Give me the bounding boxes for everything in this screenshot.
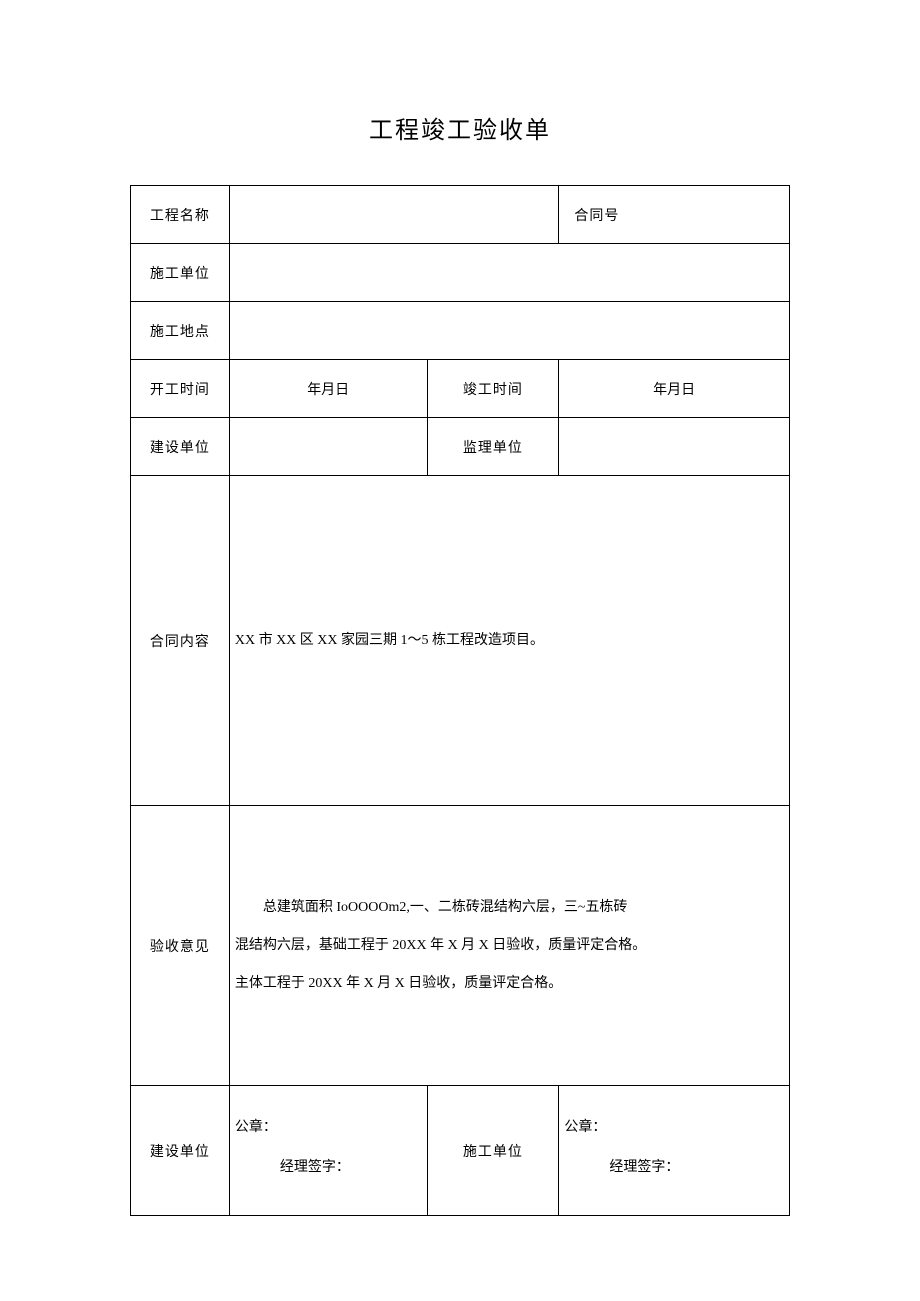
label-sig-construction-unit: 施工单位 <box>427 1086 559 1216</box>
value-acceptance-opinion: 总建筑面积 IoOOOOm2,一、二栋砖混结构六层，三~五栋砖 混结构六层，基础… <box>229 806 789 1086</box>
label-completion-time: 竣工时间 <box>427 360 559 418</box>
sig-build-unit-cell: 公章： 经理签字： <box>229 1086 427 1216</box>
seal-text-2: 公章： <box>564 1116 784 1136</box>
sig-construction-unit-cell: 公章： 经理签字： <box>559 1086 790 1216</box>
label-supervision-unit: 监理单位 <box>427 418 559 476</box>
value-start-date: 年月日 <box>229 360 427 418</box>
label-contract-content: 合同内容 <box>131 476 230 806</box>
acceptance-para-3: 主体工程于 20XX 年 X 月 X 日验收，质量评定合格。 <box>235 970 784 998</box>
label-build-unit: 建设单位 <box>131 418 230 476</box>
seal-text-1: 公章： <box>235 1116 422 1136</box>
acceptance-form-table: 工程名称 合同号 施工单位 施工地点 开工时间 年月日 竣工时间 年月日 建设单… <box>130 185 790 1216</box>
value-construction-location <box>229 302 789 360</box>
value-build-unit <box>229 418 427 476</box>
value-project-name <box>229 186 558 244</box>
manager-sign-2: 经理签字： <box>564 1156 784 1176</box>
acceptance-para-1: 总建筑面积 IoOOOOm2,一、二栋砖混结构六层，三~五栋砖 <box>235 894 784 922</box>
value-construction-unit <box>229 244 789 302</box>
value-contract-content: XX 市 XX 区 XX 家园三期 1～5 栋工程改造项目。 <box>229 476 789 806</box>
label-start-time: 开工时间 <box>131 360 230 418</box>
label-construction-location: 施工地点 <box>131 302 230 360</box>
label-project-name: 工程名称 <box>131 186 230 244</box>
page-title: 工程竣工验收单 <box>130 110 790 145</box>
value-supervision-unit <box>559 418 790 476</box>
label-acceptance-opinion: 验收意见 <box>131 806 230 1086</box>
label-sig-build-unit: 建设单位 <box>131 1086 230 1216</box>
label-construction-unit: 施工单位 <box>131 244 230 302</box>
manager-sign-1: 经理签字： <box>235 1156 422 1176</box>
label-contract-no: 合同号 <box>559 186 790 244</box>
acceptance-para-2: 混结构六层，基础工程于 20XX 年 X 月 X 日验收，质量评定合格。 <box>235 932 784 960</box>
value-completion-date: 年月日 <box>559 360 790 418</box>
